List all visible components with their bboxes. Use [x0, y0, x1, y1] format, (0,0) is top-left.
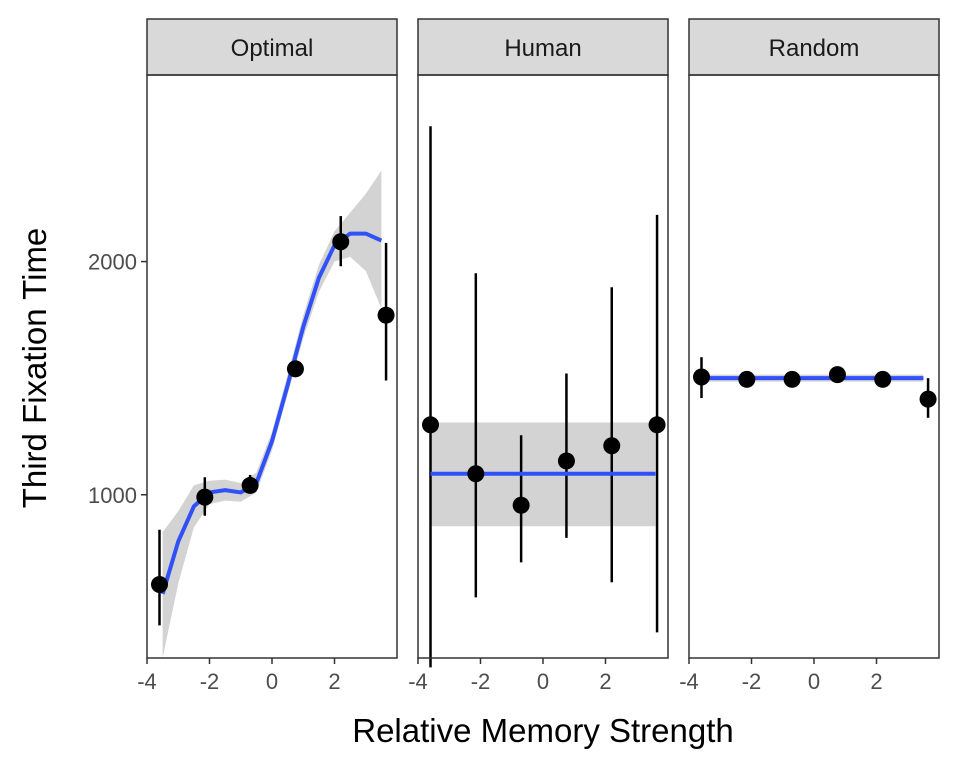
data-point [286, 360, 304, 378]
data-point [693, 368, 710, 386]
panels-layer: 1000 2000 Optimal -4 -2 0 2 Human -4 -2 0 2 Random -4… [88, 18, 940, 694]
x-tick-label: 0 [808, 669, 820, 694]
data-point [377, 306, 395, 324]
y-axis-title: Third Fixation Time [16, 228, 53, 509]
x-tick-label: 0 [537, 669, 549, 694]
data-point [332, 233, 350, 251]
facet-strip-label: Random [769, 35, 860, 62]
data-point [196, 488, 214, 506]
facet-strip [146, 18, 398, 76]
facet-strip-label: Optimal [231, 35, 314, 62]
data-point [919, 390, 937, 408]
data-point [557, 452, 575, 470]
x-tick-label: 2 [328, 669, 340, 694]
data-point [603, 437, 621, 455]
x-axis-title: Relative Memory Strength [352, 712, 733, 749]
confidence-ribbon [162, 170, 382, 658]
data-point [783, 370, 801, 388]
panel-border [417, 74, 669, 659]
x-tick-label: -2 [742, 669, 762, 694]
facet-panel-human: Human -4 -2 0 2 [408, 18, 669, 694]
facet-strip-label: Human [504, 35, 581, 62]
facet-panel-optimal: Optimal -4 -2 0 2 [137, 18, 398, 694]
x-tick-label: -4 [679, 669, 699, 694]
facet-panel-random: Random -4 -2 0 2 [679, 18, 940, 694]
data-point [467, 465, 485, 483]
fit-line [160, 231, 383, 595]
x-tick-label: 0 [266, 669, 278, 694]
panel-border [688, 74, 940, 659]
x-tick-label: 2 [599, 669, 611, 694]
y-tick-label: 2000 [88, 250, 137, 275]
y-tick-label: 1000 [88, 483, 137, 508]
data-point [422, 416, 439, 434]
data-point [874, 370, 892, 388]
data-point [241, 476, 259, 494]
x-tick-label: 2 [870, 669, 882, 694]
x-tick-label: -2 [200, 669, 220, 694]
panel-border [146, 74, 398, 659]
data-point [151, 576, 168, 594]
x-tick-label: -2 [471, 669, 491, 694]
facet-strip [417, 18, 669, 76]
data-point [738, 370, 756, 388]
x-tick-label: -4 [408, 669, 428, 694]
data-point [828, 366, 846, 384]
data-point [512, 496, 530, 514]
data-point [648, 416, 666, 434]
x-tick-label: -4 [137, 669, 157, 694]
